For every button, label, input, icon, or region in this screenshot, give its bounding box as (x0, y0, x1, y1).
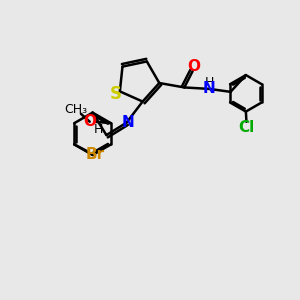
Text: H: H (94, 123, 103, 136)
Text: Br: Br (86, 147, 105, 162)
Text: O: O (83, 114, 96, 129)
Text: S: S (110, 85, 122, 103)
Text: Cl: Cl (238, 120, 255, 135)
Text: N: N (122, 115, 134, 130)
Text: H: H (205, 76, 214, 89)
Text: CH₃: CH₃ (64, 103, 88, 116)
Text: N: N (203, 81, 216, 96)
Text: O: O (188, 59, 201, 74)
